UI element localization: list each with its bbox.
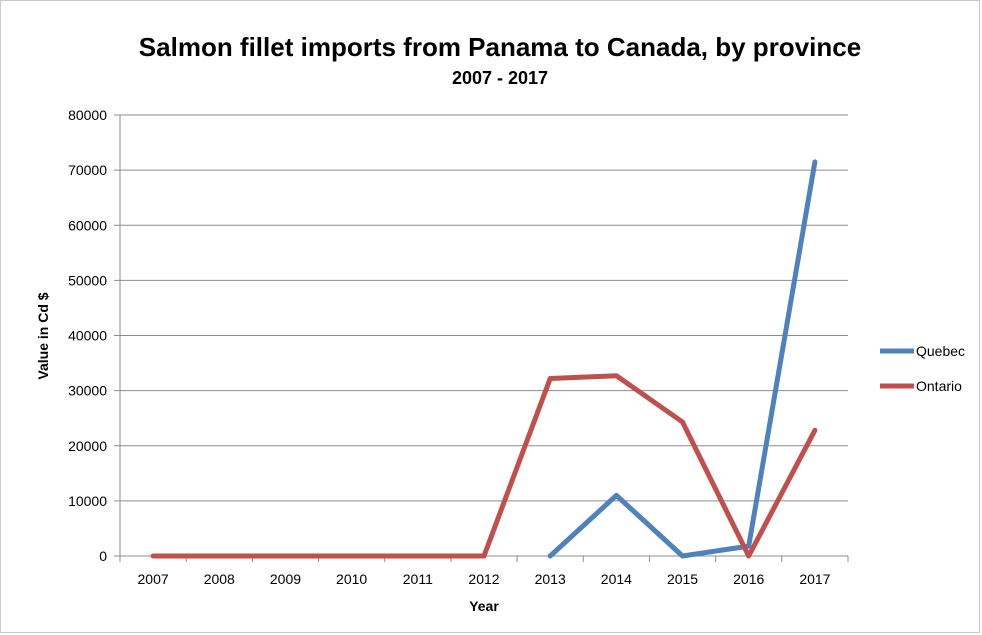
x-tick-label: 2016 [733, 571, 764, 587]
y-tick-label: 40000 [68, 328, 107, 344]
series-lines [150, 159, 818, 559]
chart-title: Salmon fillet imports from Panama to Can… [139, 32, 861, 62]
x-axis-label: Year [469, 598, 499, 614]
y-tick-label: 30000 [68, 383, 107, 399]
x-tick-label: 2013 [535, 571, 566, 587]
x-tick-label: 2012 [468, 571, 499, 587]
y-tick-label: 20000 [68, 438, 107, 454]
legend: Quebec Ontario [880, 343, 965, 394]
x-tick-labels: 2007 2008 2009 2010 2011 2012 2013 2014 2015 2016… [138, 571, 831, 587]
legend-label-ontario: Ontario [916, 378, 962, 394]
y-tick-label: 70000 [68, 162, 107, 178]
y-tick-label: 50000 [68, 272, 107, 288]
y-tick-labels: 0 10000 20000 30000 40000 50000 60000 70000 8000… [68, 107, 107, 564]
x-tick-label: 2015 [667, 571, 698, 587]
x-tick-label: 2017 [799, 571, 830, 587]
y-tick-label: 10000 [68, 493, 107, 509]
y-tick-label: 60000 [68, 217, 107, 233]
chart-subtitle: 2007 - 2017 [452, 68, 548, 88]
x-tick-label: 2008 [204, 571, 235, 587]
gridlines [120, 114, 848, 502]
y-axis-label: Value in Cd $ [35, 292, 51, 379]
y-tick-label: 80000 [68, 107, 107, 123]
x-tick-label: 2014 [601, 571, 632, 587]
x-tick-label: 2009 [270, 571, 301, 587]
series-line-ontario [150, 373, 818, 559]
legend-label-quebec: Quebec [916, 343, 965, 359]
x-tick-label: 2007 [138, 571, 169, 587]
x-tick-label: 2011 [403, 571, 433, 587]
axes [114, 114, 849, 562]
y-tick-label: 0 [99, 548, 107, 564]
series-line-quebec [547, 159, 818, 559]
x-tick-label: 2010 [336, 571, 367, 587]
